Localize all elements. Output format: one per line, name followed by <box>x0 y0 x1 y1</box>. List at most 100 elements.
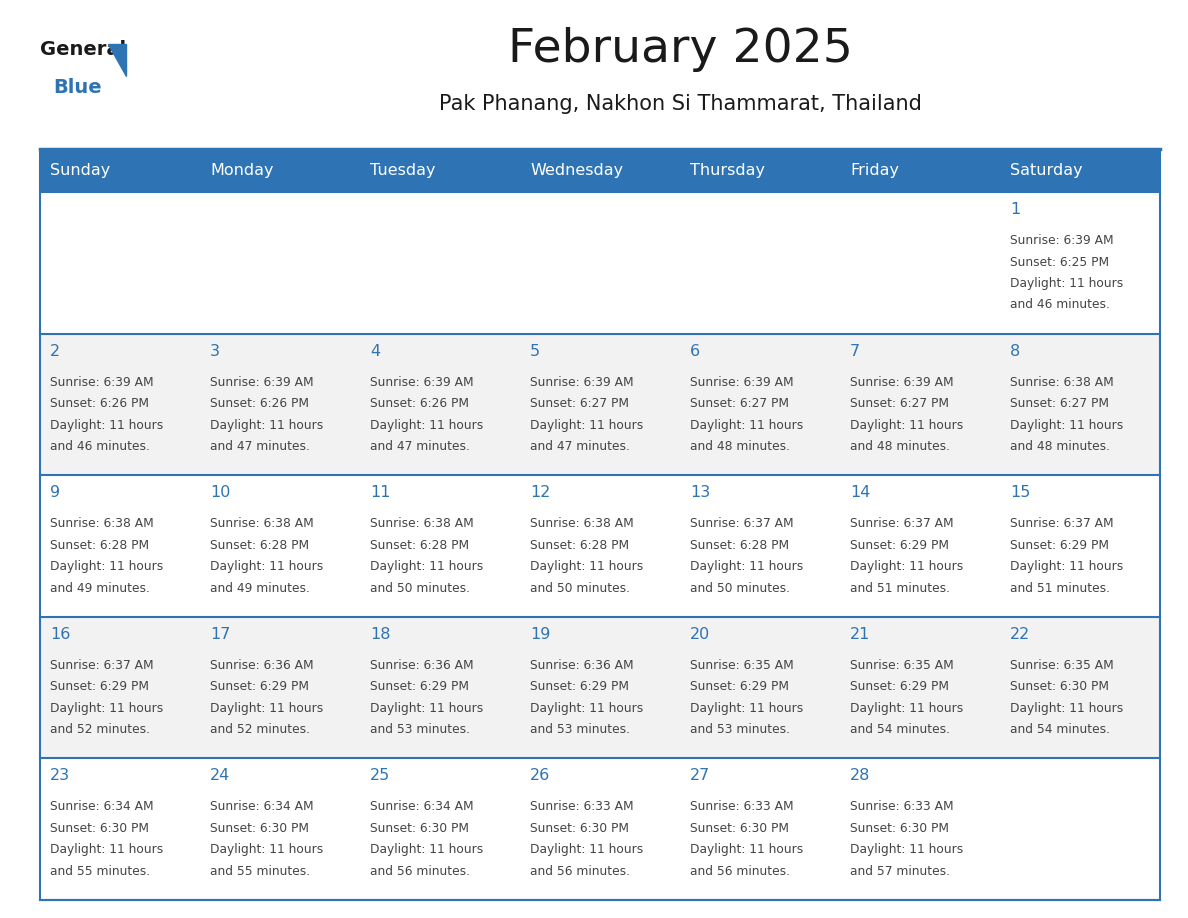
Bar <box>40 150 1159 900</box>
Text: Daylight: 11 hours: Daylight: 11 hours <box>369 560 484 573</box>
Text: Daylight: 11 hours: Daylight: 11 hours <box>50 844 163 856</box>
Text: Sunset: 6:29 PM: Sunset: 6:29 PM <box>530 680 628 693</box>
Text: and 53 minutes.: and 53 minutes. <box>530 723 630 736</box>
Text: Sunrise: 6:39 AM: Sunrise: 6:39 AM <box>210 375 314 388</box>
Text: Sunrise: 6:39 AM: Sunrise: 6:39 AM <box>849 375 954 388</box>
Text: and 56 minutes.: and 56 minutes. <box>690 865 790 878</box>
Text: Daylight: 11 hours: Daylight: 11 hours <box>849 560 963 573</box>
Bar <box>360 192 520 333</box>
Text: Daylight: 11 hours: Daylight: 11 hours <box>1010 277 1123 290</box>
Text: 9: 9 <box>50 486 61 500</box>
Bar <box>360 617 520 758</box>
Text: Sunset: 6:30 PM: Sunset: 6:30 PM <box>210 822 309 834</box>
Bar <box>1000 333 1159 476</box>
Text: Sunrise: 6:35 AM: Sunrise: 6:35 AM <box>1010 659 1114 672</box>
Text: Sunrise: 6:35 AM: Sunrise: 6:35 AM <box>690 659 794 672</box>
Text: 25: 25 <box>369 768 390 783</box>
Text: and 46 minutes.: and 46 minutes. <box>1010 298 1110 311</box>
Text: 18: 18 <box>369 627 391 642</box>
Text: Daylight: 11 hours: Daylight: 11 hours <box>690 419 803 431</box>
Text: Sunrise: 6:38 AM: Sunrise: 6:38 AM <box>50 517 153 531</box>
Text: Daylight: 11 hours: Daylight: 11 hours <box>50 701 163 715</box>
Text: Sunrise: 6:39 AM: Sunrise: 6:39 AM <box>530 375 633 388</box>
Text: 28: 28 <box>849 768 871 783</box>
Text: Sunrise: 6:36 AM: Sunrise: 6:36 AM <box>530 659 633 672</box>
Text: Sunset: 6:28 PM: Sunset: 6:28 PM <box>690 539 789 552</box>
Bar <box>840 476 1000 617</box>
Text: Daylight: 11 hours: Daylight: 11 hours <box>369 701 484 715</box>
Bar <box>200 476 360 617</box>
Text: 24: 24 <box>210 768 230 783</box>
Text: Sunrise: 6:33 AM: Sunrise: 6:33 AM <box>849 800 954 813</box>
Bar <box>200 333 360 476</box>
Bar <box>680 617 840 758</box>
Text: Sunrise: 6:37 AM: Sunrise: 6:37 AM <box>50 659 153 672</box>
Text: Wednesday: Wednesday <box>530 163 624 178</box>
Bar <box>40 476 200 617</box>
Text: Monday: Monday <box>210 163 273 178</box>
Text: and 52 minutes.: and 52 minutes. <box>210 723 310 736</box>
Bar <box>840 192 1000 333</box>
Bar <box>840 617 1000 758</box>
Bar <box>1000 150 1159 192</box>
Bar <box>360 476 520 617</box>
Text: 3: 3 <box>210 343 220 359</box>
Text: Daylight: 11 hours: Daylight: 11 hours <box>690 560 803 573</box>
Text: Sunset: 6:29 PM: Sunset: 6:29 PM <box>849 539 949 552</box>
Text: Tuesday: Tuesday <box>369 163 436 178</box>
Bar <box>680 476 840 617</box>
Text: 5: 5 <box>530 343 541 359</box>
Text: Sunrise: 6:38 AM: Sunrise: 6:38 AM <box>369 517 474 531</box>
Text: Sunday: Sunday <box>50 163 110 178</box>
Text: 19: 19 <box>530 627 550 642</box>
Text: Daylight: 11 hours: Daylight: 11 hours <box>849 701 963 715</box>
Text: Sunrise: 6:33 AM: Sunrise: 6:33 AM <box>690 800 794 813</box>
Text: Daylight: 11 hours: Daylight: 11 hours <box>530 419 643 431</box>
Bar <box>200 150 360 192</box>
Text: Sunrise: 6:38 AM: Sunrise: 6:38 AM <box>210 517 314 531</box>
Text: Sunset: 6:30 PM: Sunset: 6:30 PM <box>50 822 148 834</box>
Text: Sunset: 6:27 PM: Sunset: 6:27 PM <box>849 397 949 410</box>
Text: Sunrise: 6:34 AM: Sunrise: 6:34 AM <box>369 800 474 813</box>
Bar <box>1000 476 1159 617</box>
Bar <box>1000 617 1159 758</box>
Bar <box>40 192 200 333</box>
Text: Daylight: 11 hours: Daylight: 11 hours <box>210 419 323 431</box>
Text: Daylight: 11 hours: Daylight: 11 hours <box>530 560 643 573</box>
Bar <box>840 758 1000 900</box>
Text: Sunset: 6:29 PM: Sunset: 6:29 PM <box>1010 539 1110 552</box>
Text: Daylight: 11 hours: Daylight: 11 hours <box>530 844 643 856</box>
Text: and 55 minutes.: and 55 minutes. <box>210 865 310 878</box>
Text: Sunset: 6:29 PM: Sunset: 6:29 PM <box>50 680 148 693</box>
Text: Daylight: 11 hours: Daylight: 11 hours <box>210 560 323 573</box>
Text: and 54 minutes.: and 54 minutes. <box>849 723 950 736</box>
Text: 23: 23 <box>50 768 70 783</box>
Text: Sunset: 6:30 PM: Sunset: 6:30 PM <box>690 822 789 834</box>
Bar <box>520 150 680 192</box>
Bar <box>200 192 360 333</box>
Text: Friday: Friday <box>849 163 899 178</box>
Text: Sunrise: 6:39 AM: Sunrise: 6:39 AM <box>50 375 153 388</box>
Text: Sunrise: 6:36 AM: Sunrise: 6:36 AM <box>210 659 314 672</box>
Text: Sunrise: 6:34 AM: Sunrise: 6:34 AM <box>50 800 153 813</box>
Text: 6: 6 <box>690 343 700 359</box>
Text: Sunset: 6:26 PM: Sunset: 6:26 PM <box>50 397 148 410</box>
Text: 12: 12 <box>530 486 550 500</box>
Bar <box>840 333 1000 476</box>
Text: Daylight: 11 hours: Daylight: 11 hours <box>1010 701 1123 715</box>
Text: Daylight: 11 hours: Daylight: 11 hours <box>1010 560 1123 573</box>
Text: Sunset: 6:28 PM: Sunset: 6:28 PM <box>369 539 469 552</box>
Text: and 50 minutes.: and 50 minutes. <box>690 582 790 595</box>
Text: Sunset: 6:30 PM: Sunset: 6:30 PM <box>849 822 949 834</box>
Text: Daylight: 11 hours: Daylight: 11 hours <box>849 419 963 431</box>
Text: Daylight: 11 hours: Daylight: 11 hours <box>210 701 323 715</box>
Text: and 48 minutes.: and 48 minutes. <box>849 440 950 453</box>
Bar <box>680 333 840 476</box>
Text: 26: 26 <box>530 768 550 783</box>
Text: Sunset: 6:29 PM: Sunset: 6:29 PM <box>210 680 309 693</box>
Text: and 51 minutes.: and 51 minutes. <box>849 582 950 595</box>
Text: Sunset: 6:28 PM: Sunset: 6:28 PM <box>210 539 309 552</box>
Text: 8: 8 <box>1010 343 1020 359</box>
Text: and 47 minutes.: and 47 minutes. <box>369 440 470 453</box>
Text: and 57 minutes.: and 57 minutes. <box>849 865 950 878</box>
